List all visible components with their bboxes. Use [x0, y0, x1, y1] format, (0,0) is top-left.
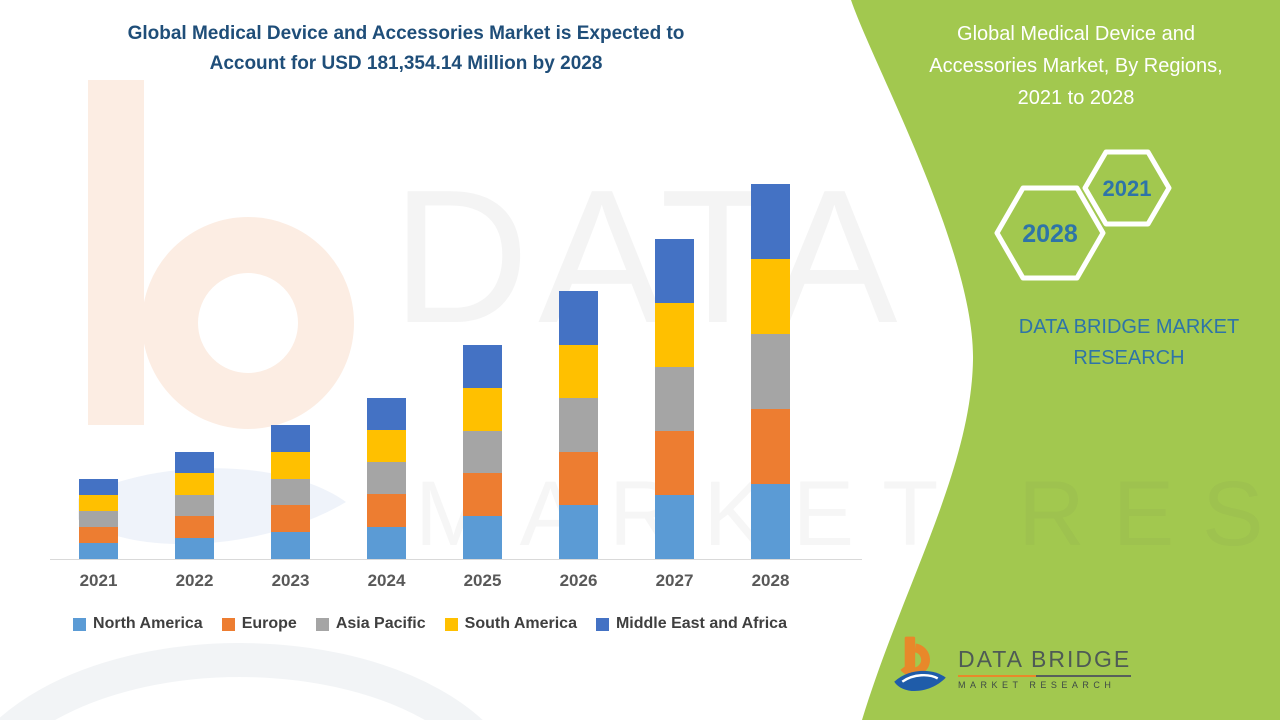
hexagon-2021: 2021 [1082, 149, 1172, 227]
bar-2023-south-america [271, 451, 310, 479]
bar-2025-europe [463, 473, 502, 517]
hexagon-2021-label: 2021 [1103, 176, 1152, 201]
bar-2026 [559, 291, 598, 559]
legend-item-south-america: South America [444, 615, 577, 633]
bar-2028-south-america [751, 259, 790, 334]
bar-2025-middle-east-and-africa [463, 345, 502, 388]
bar-2024-south-america [367, 430, 406, 463]
watermark-arc [0, 643, 483, 720]
legend-item-north-america: North America [73, 615, 203, 633]
bar-2027-asia-pacific [655, 366, 694, 431]
side-panel-brand-line1: DATA BRIDGE MARKET [1018, 316, 1240, 338]
bar-2025-north-america [463, 516, 502, 559]
data-bridge-logo-rule [958, 675, 1132, 677]
x-axis-line [50, 559, 862, 560]
bar-2021-asia-pacific [79, 511, 118, 527]
chart-main-title-line1: Global Medical Device and Accessories Ma… [127, 23, 685, 44]
bar-2027-north-america [655, 494, 694, 559]
x-axis-label-2024: 2024 [367, 571, 406, 590]
bar-2026-asia-pacific [559, 398, 598, 452]
bar-2021-north-america [79, 543, 118, 559]
legend-swatch-north-america [73, 617, 87, 631]
hexagon-2028: 2028 [994, 185, 1106, 281]
bar-2021-europe [79, 527, 118, 543]
bar-2022-middle-east-and-africa [175, 452, 214, 474]
watermark-text-marketresearch: MARKET RESEARCH [415, 463, 1280, 565]
chart-main-title-line2: Account for USD 181,354.14 Million by 20… [209, 53, 603, 74]
bar-2024-north-america [367, 526, 406, 559]
bar-2022 [175, 452, 214, 559]
x-axis-label-2021: 2021 [79, 571, 118, 590]
bar-2028-europe [751, 409, 790, 484]
year-hexagons: 2021 2028 [994, 149, 1172, 281]
legend-label-europe: Europe [241, 615, 297, 632]
bar-2023 [271, 425, 310, 559]
hexagon-2028-label: 2028 [1022, 220, 1078, 248]
chart-legend: North America Europe Asia Pacific South Ame… [0, 615, 860, 633]
side-panel-title-line3: 2021 to 2028 [1017, 87, 1135, 109]
bar-2027-south-america [655, 302, 694, 367]
bar-2024-europe [367, 494, 406, 527]
legend-item-middle-east-and-africa: Middle East and Africa [595, 615, 787, 633]
bar-2025-south-america [463, 387, 502, 431]
bar-2021 [79, 479, 118, 559]
legend-swatch-europe [221, 617, 235, 631]
bar-2026-north-america [559, 505, 598, 559]
data-bridge-logo: DATA BRIDGE MARKET RESEARCH [891, 633, 1132, 703]
bar-2026-middle-east-and-africa [559, 291, 598, 345]
side-panel-title-line2: Accessories Market, By Regions, [929, 55, 1223, 77]
x-axis-label-2028: 2028 [751, 571, 790, 590]
legend-label-north-america: North America [93, 615, 203, 632]
bar-2025-asia-pacific [463, 430, 502, 474]
side-panel-brand-text: DATA BRIDGE MARKET RESEARCH [940, 312, 1280, 374]
bar-2026-south-america [559, 344, 598, 399]
legend-label-middle-east-and-africa: Middle East and Africa [615, 615, 787, 632]
bar-2028 [751, 184, 790, 559]
bar-2024-asia-pacific [367, 462, 406, 495]
x-axis-label-2023: 2023 [271, 571, 310, 590]
bar-2024 [367, 397, 406, 559]
side-panel-title-line1: Global Medical Device and [957, 23, 1195, 45]
bar-2023-europe [271, 505, 310, 533]
bar-2022-asia-pacific [175, 494, 214, 517]
side-panel-brand-line2: RESEARCH [1073, 347, 1185, 369]
legend-swatch-south-america [444, 617, 458, 631]
chart-main-title: Global Medical Device and Accessories Ma… [0, 19, 812, 79]
legend-item-europe: Europe [221, 615, 297, 633]
bar-2021-middle-east-and-africa [79, 479, 118, 495]
bar-2024-middle-east-and-africa [367, 397, 406, 431]
bar-2028-asia-pacific [751, 334, 790, 409]
bar-2028-north-america [751, 484, 790, 559]
bar-2022-north-america [175, 537, 214, 559]
bar-2028-middle-east-and-africa [751, 184, 790, 259]
x-axis-label-2022: 2022 [175, 571, 214, 590]
x-axis-label-2025: 2025 [463, 571, 502, 590]
side-panel-title: Global Medical Device and Accessories Ma… [882, 18, 1270, 114]
x-axis-label-2027: 2027 [655, 571, 694, 590]
x-axis-label-2026: 2026 [559, 571, 598, 590]
bar-2023-asia-pacific [271, 478, 310, 506]
data-bridge-logo-name: DATA BRIDGE [958, 646, 1132, 672]
bar-2025 [463, 345, 502, 559]
bar-2021-south-america [79, 495, 118, 511]
legend-swatch-middle-east-and-africa [595, 617, 609, 631]
bar-2023-middle-east-and-africa [271, 425, 310, 452]
bar-2027-middle-east-and-africa [655, 238, 694, 303]
bar-2026-europe [559, 451, 598, 506]
bar-2022-south-america [175, 473, 214, 495]
legend-swatch-asia-pacific [315, 617, 329, 631]
bar-2027-europe [655, 430, 694, 495]
legend-item-asia-pacific: Asia Pacific [315, 615, 426, 633]
bar-2023-north-america [271, 532, 310, 559]
data-bridge-logo-tagline: MARKET RESEARCH [958, 680, 1116, 690]
bar-2027 [655, 238, 694, 559]
legend-label-asia-pacific: Asia Pacific [335, 615, 426, 632]
legend-label-south-america: South America [464, 615, 577, 632]
data-bridge-logo-icon [894, 636, 946, 692]
bar-2022-europe [175, 516, 214, 538]
